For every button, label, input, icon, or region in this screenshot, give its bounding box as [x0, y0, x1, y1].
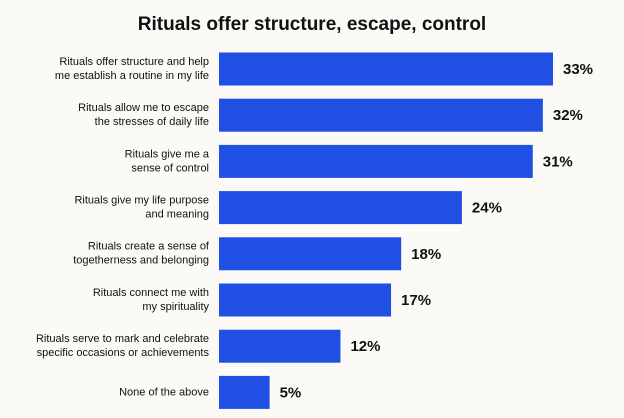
value-label: 32% — [553, 107, 583, 124]
category-label: the stresses of daily life — [95, 116, 209, 128]
bar — [219, 283, 392, 317]
category-label: sense of control — [131, 162, 209, 174]
bar — [219, 98, 543, 132]
value-label: 18% — [411, 246, 441, 263]
category-label: Rituals give my life purpose — [74, 195, 209, 207]
category-label: my spirituality — [142, 301, 209, 313]
category-label: Rituals serve to mark and celebrate — [36, 333, 209, 345]
category-label: Rituals connect me with — [93, 287, 209, 299]
value-label: 33% — [563, 61, 593, 78]
category-label: Rituals allow me to escape — [78, 102, 209, 114]
chart-title: Rituals offer structure, escape, control — [138, 14, 486, 35]
category-label: Rituals give me a — [125, 148, 210, 160]
bar — [219, 237, 402, 271]
bar — [219, 375, 270, 409]
bar — [219, 144, 533, 178]
value-label: 12% — [350, 338, 380, 355]
category-label: Rituals create a sense of — [88, 241, 210, 253]
value-label: 17% — [401, 292, 431, 309]
category-label: togetherness and belonging — [73, 255, 209, 267]
value-label: 31% — [543, 153, 573, 170]
value-label: 5% — [280, 384, 302, 401]
value-label: 24% — [472, 200, 502, 217]
bar — [219, 52, 553, 86]
category-label: and meaning — [145, 209, 209, 221]
category-label: specific occasions or achievements — [37, 347, 210, 359]
bar — [219, 191, 462, 225]
category-label: me establish a routine in my life — [55, 70, 209, 82]
category-label: Rituals offer structure and help — [59, 56, 209, 68]
category-label: None of the above — [119, 386, 209, 398]
bar — [219, 329, 341, 363]
